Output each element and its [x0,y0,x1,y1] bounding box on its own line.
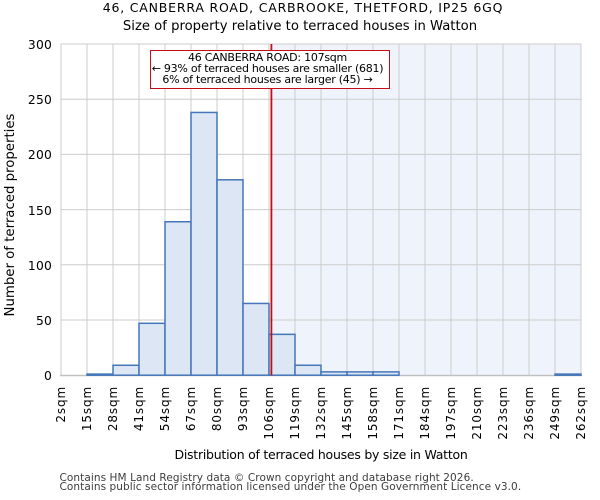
y-tick-label: 0 [43,369,52,384]
histogram-bar [112,364,140,376]
x-tick-label: 184sqm [418,385,432,440]
histogram-bar [86,373,114,376]
x-tick-label: 262sqm [574,385,588,440]
y-tick-label: 100 [27,258,52,273]
x-tick-label: 171sqm [392,385,406,440]
histogram-bar [268,333,296,376]
x-tick-label: 54sqm [158,385,172,431]
y-tick-label: 300 [27,38,52,52]
histogram-bar [138,322,166,376]
x-tick-label: 41sqm [132,385,146,431]
chart-subtitle: Size of property relative to terraced ho… [122,19,478,34]
x-tick-label: 67sqm [184,385,198,431]
histogram-bar [216,179,244,376]
y-tick-label: 50 [35,314,52,328]
chart-title: 46, CANBERRA ROAD, CARBROOKE, THETFORD, … [102,0,504,15]
x-tick-label: 210sqm [470,385,484,440]
x-tick-label: 223sqm [496,385,510,440]
x-tick-label: 236sqm [522,385,536,440]
y-tick-label: 250 [27,93,52,108]
x-tick-label: 93sqm [236,385,250,431]
histogram-bar [320,371,348,376]
x-tick-label: 119sqm [288,385,302,440]
x-tick-label: 145sqm [340,385,354,440]
histogram-bar [294,364,322,376]
footer-attribution-line-2: Contains public sector information licen… [59,481,522,494]
histogram-bar [242,302,270,376]
histogram-bar [190,111,218,376]
x-tick-label: 249sqm [548,385,562,440]
x-axis-label: Distribution of terraced houses by size … [174,447,468,462]
x-tick-label: 28sqm [106,385,120,431]
y-tick-label: 200 [27,148,52,163]
x-tick-label: 158sqm [366,385,380,440]
x-tick-label: 80sqm [210,385,224,431]
annotation-line-3: 6% of terraced houses are larger (45) → [162,72,373,86]
x-tick-label: 132sqm [314,385,328,440]
annotation-line-2: ← 93% of terraced houses are smaller (68… [151,61,384,75]
footer-attribution-line-1: Contains HM Land Registry data © Crown c… [59,471,474,484]
x-tick-label: 197sqm [444,385,458,440]
y-tick-label: 150 [27,203,52,218]
histogram-bar [346,371,374,376]
x-tick-label: 106sqm [262,385,276,440]
histogram-bar [164,220,192,376]
x-tick-label: 2sqm [54,385,68,423]
histogram-bar [372,371,400,376]
annotation-line-1: 46 CANBERRA ROAD: 107sqm [187,51,348,65]
x-tick-label: 15sqm [80,385,94,431]
property-annotation-box: 46 CANBERRA ROAD: 107sqm ← 93% of terrac… [149,50,390,89]
histogram-bar [554,373,582,376]
